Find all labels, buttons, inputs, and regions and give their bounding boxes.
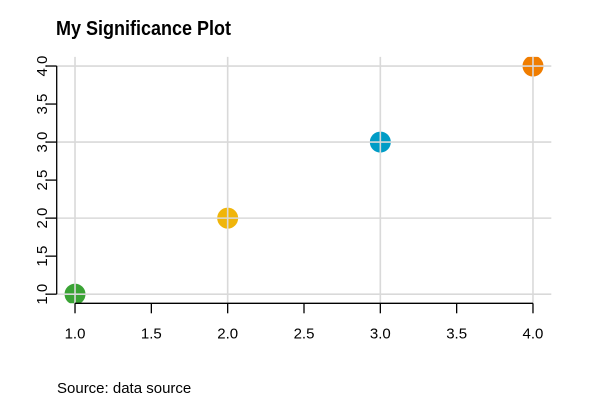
x-tick-label: 1.5 [141,326,162,343]
chart-title: My Significance Plot [56,17,232,40]
gridlines [56,56,552,304]
y-tick-label: 1.5 [34,246,51,267]
x-tick-label: 4.0 [523,326,544,343]
y-tick-label: 1.0 [34,284,51,305]
y-tick-label: 3.0 [34,132,51,153]
tick-labels: 1.0 1.5 2.0 2.5 3.0 3.5 4.0 1.0 1.5 2.0 2.5 3.0 3.5 4… [34,56,544,343]
x-tick-label: 1.0 [65,326,86,343]
source-note: Source: data source [57,379,192,397]
y-tick-label: 4.0 [34,56,51,77]
y-tick-label: 3.5 [34,94,51,115]
y-tick-label: 2.0 [34,208,51,229]
x-tick-label: 3.5 [446,326,467,343]
y-tick-label: 2.5 [34,170,51,191]
data-points [64,56,544,304]
x-tick-label: 2.5 [294,326,315,343]
x-tick-label: 3.0 [370,326,391,343]
axes [46,65,534,314]
x-tick-label: 2.0 [217,326,238,343]
